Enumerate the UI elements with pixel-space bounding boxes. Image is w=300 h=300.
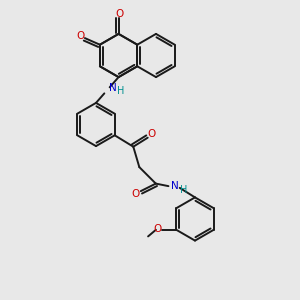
- Text: H: H: [180, 184, 187, 195]
- Text: N: N: [171, 181, 179, 191]
- Text: O: O: [131, 189, 140, 199]
- Text: O: O: [116, 9, 124, 19]
- Text: O: O: [147, 129, 155, 139]
- Text: O: O: [76, 31, 84, 41]
- Text: N: N: [109, 82, 117, 93]
- Text: O: O: [154, 224, 162, 234]
- Text: H: H: [117, 86, 124, 97]
